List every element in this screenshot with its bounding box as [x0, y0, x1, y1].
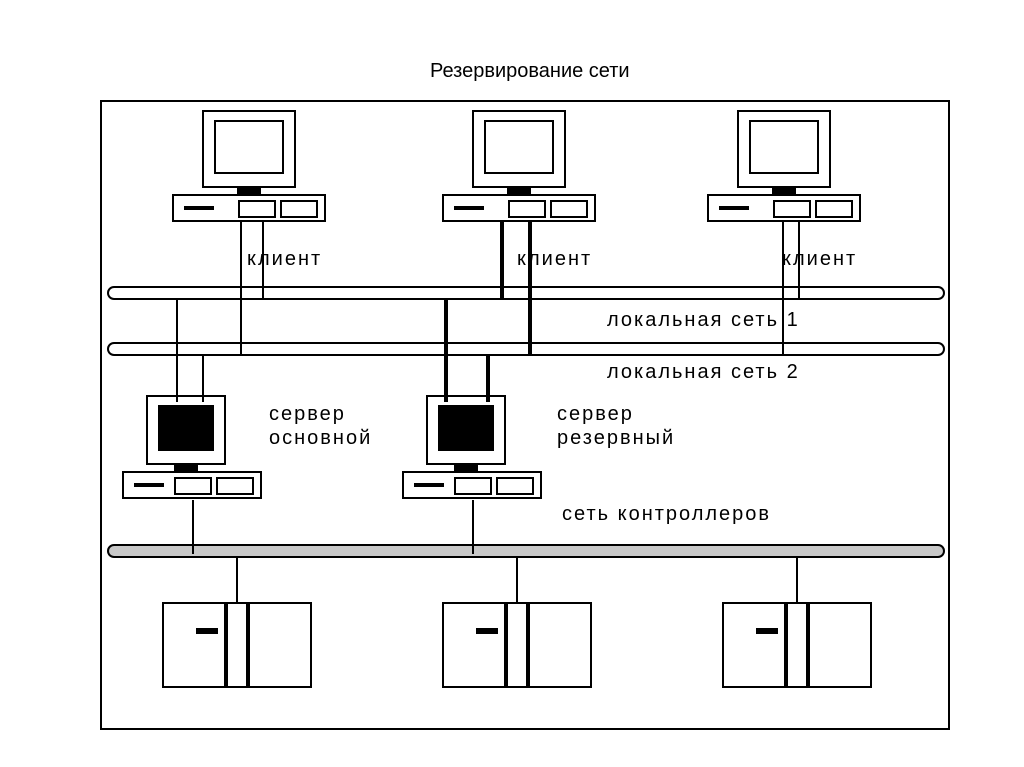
- server-main-label-2: основной: [269, 426, 372, 450]
- conn-line: [486, 354, 490, 402]
- conn-line: [472, 500, 474, 554]
- conn-line: [782, 222, 784, 354]
- conn-line: [516, 556, 518, 602]
- lan-bus-2: [107, 342, 945, 356]
- diagram-title: Резервирование сети: [430, 60, 630, 83]
- controller-2: [442, 602, 592, 688]
- server-backup-label-2: резервный: [557, 426, 675, 450]
- server-backup-label-1: сервер: [557, 402, 634, 426]
- conn-line: [192, 500, 194, 554]
- conn-line: [528, 222, 532, 354]
- server-main-label-1: сервер: [269, 402, 346, 426]
- controller-1: [162, 602, 312, 688]
- conn-line: [176, 298, 178, 402]
- conn-line: [236, 556, 238, 602]
- conn-line: [796, 556, 798, 602]
- conn-line: [444, 298, 448, 402]
- client-label-1: клиент: [247, 247, 322, 271]
- controller-net-label: сеть контроллеров: [562, 502, 771, 526]
- lan-bus-1: [107, 286, 945, 300]
- conn-line: [240, 222, 242, 354]
- client-label-3: клиент: [782, 247, 857, 271]
- conn-line: [500, 222, 504, 298]
- controller-bus: [107, 544, 945, 558]
- conn-line: [798, 222, 800, 298]
- conn-line: [202, 354, 204, 402]
- diagram-frame: клиент клиент клиент локальная сеть 1 ло…: [100, 100, 950, 730]
- controller-3: [722, 602, 872, 688]
- lan-label-1: локальная сеть 1: [607, 308, 800, 332]
- lan-label-2: локальная сеть 2: [607, 360, 800, 384]
- conn-line: [262, 222, 264, 298]
